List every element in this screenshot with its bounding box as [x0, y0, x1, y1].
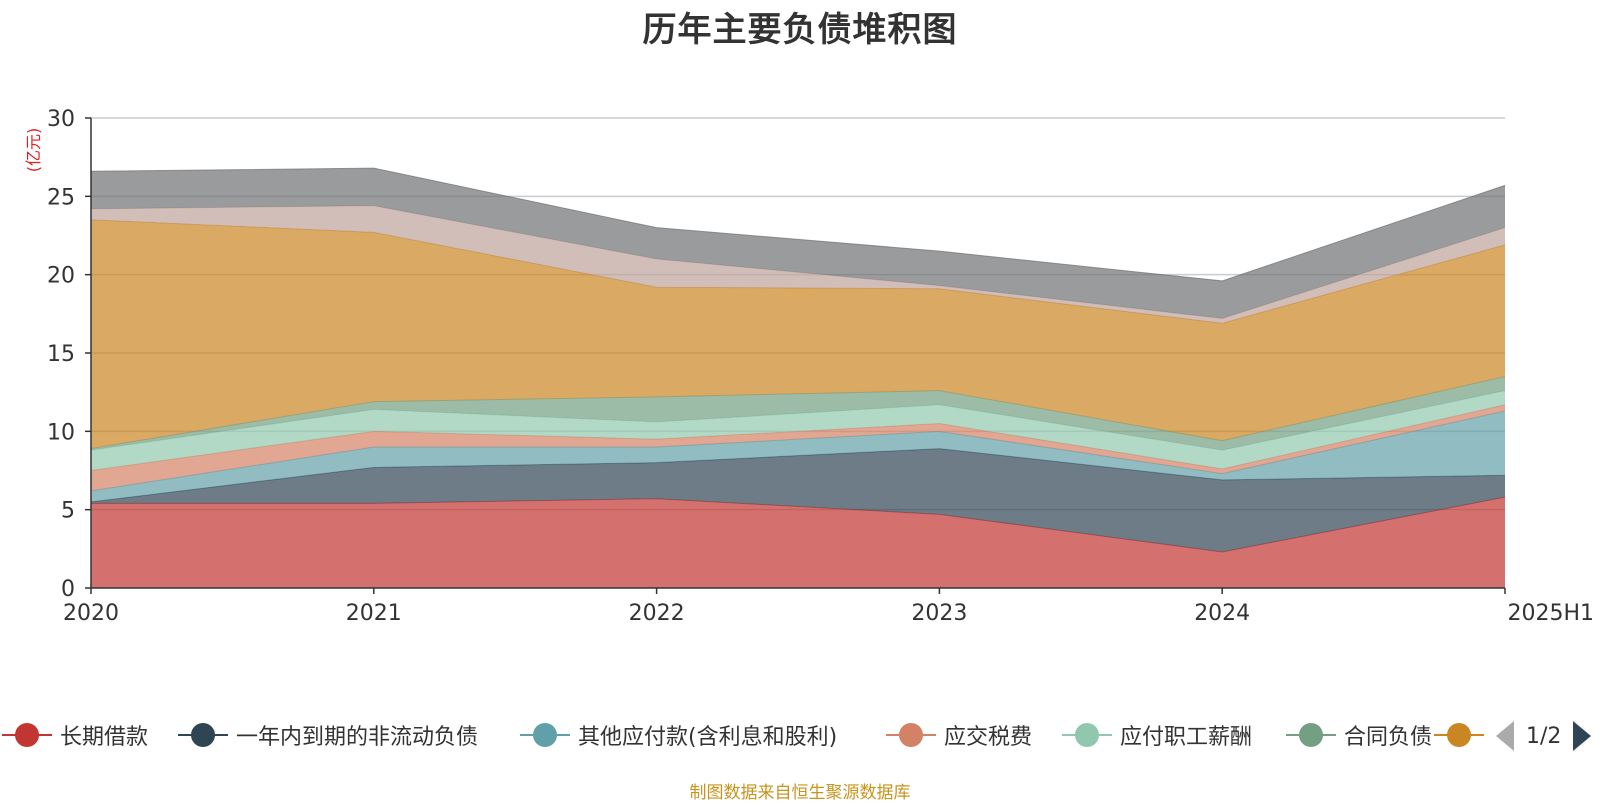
x-tick-label: 2023: [911, 601, 967, 626]
area-series: [91, 376, 1505, 451]
area-series: [91, 205, 1505, 324]
legend-item[interactable]: 应交税费: [886, 710, 1032, 760]
y-tick-label: 20: [47, 264, 75, 289]
legend-next-page-icon[interactable]: [1573, 721, 1592, 751]
x-tick-label: 2024: [1194, 601, 1250, 626]
y-tick-label: 25: [47, 185, 75, 210]
legend-marker-icon: [886, 723, 936, 747]
y-tick-label: 30: [47, 107, 75, 132]
area-series: [91, 390, 1505, 471]
series-line: [90, 448, 1506, 503]
legend-pager: 1/2: [1496, 718, 1592, 754]
x-tick-label: 2022: [629, 601, 685, 626]
legend-page-indicator: 1/2: [1526, 723, 1562, 749]
legend-label: 其他应付款(含利息和股利): [578, 725, 838, 750]
legend-item[interactable]: 合同负债: [1286, 710, 1432, 760]
area-series: [91, 448, 1505, 552]
y-tick-label: 10: [47, 420, 75, 445]
x-tick-label: 2020: [63, 601, 119, 626]
legend-item-partial[interactable]: [1434, 710, 1492, 760]
stacked-areas: [90, 167, 1506, 588]
legend-item[interactable]: 一年内到期的非流动负债: [178, 710, 478, 760]
legend-label: 应交税费: [944, 725, 1033, 750]
legend-label: 合同负债: [1344, 725, 1433, 750]
area-series: [91, 497, 1505, 588]
series-line: [90, 167, 1506, 282]
x-tick-label: 2025H1: [1507, 601, 1594, 626]
chart-title: 历年主要负债堆积图: [642, 10, 958, 50]
legend-marker-icon: [520, 723, 570, 747]
legend: 长期借款 一年内到期的非流动负债 其他应付款(含利息和股利) 应交税费 应付职工薪酬 合同…: [0, 710, 1600, 760]
legend-marker-icon: [1062, 723, 1112, 747]
legend-label: 一年内到期的非流动负债: [236, 725, 479, 750]
x-tick-label: 2021: [346, 601, 402, 626]
legend-prev-page-icon[interactable]: [1496, 721, 1514, 751]
legend-marker-icon: [1286, 723, 1336, 747]
legend-marker-icon: [1434, 723, 1484, 747]
legend-label: 应付职工薪酬: [1120, 725, 1253, 750]
area-series: [91, 168, 1505, 319]
legend-item[interactable]: 应付职工薪酬: [1062, 710, 1252, 760]
legend-label: 长期借款: [60, 725, 149, 750]
legend-marker-icon: [178, 723, 228, 747]
area-series: [91, 410, 1505, 502]
legend-marker-icon: [2, 723, 52, 747]
y-tick-label: 15: [47, 342, 75, 367]
y-tick-label: 5: [61, 499, 75, 524]
area-series: [91, 219, 1505, 449]
legend-item[interactable]: 其他应付款(含利息和股利): [520, 710, 837, 760]
axes: 0 5 10 15 20 25 30 2020 2021 2022 2023 2024 2025H1: [47, 107, 1594, 626]
source-note: 制图数据来自恒生聚源数据库: [689, 783, 911, 803]
y-tick-label: 0: [61, 577, 75, 602]
y-axis-unit-label: (亿元): [24, 127, 43, 173]
legend-item[interactable]: 长期借款: [2, 710, 148, 760]
